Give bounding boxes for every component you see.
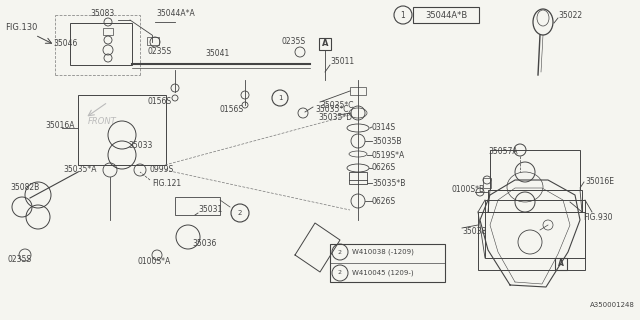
Text: 35083: 35083 (90, 9, 115, 18)
Bar (349, 172, 367, 184)
Text: W410038 (-1209): W410038 (-1209) (352, 249, 414, 255)
Text: 35041: 35041 (205, 50, 229, 59)
Bar (483, 178, 491, 188)
Text: 35057A: 35057A (488, 148, 518, 156)
Bar (490, 150, 580, 190)
Bar (70, 23, 132, 65)
Text: 35035*C: 35035*C (320, 100, 353, 109)
Text: 35038: 35038 (462, 228, 486, 236)
Text: W410045 (1209-): W410045 (1209-) (352, 270, 413, 276)
Bar (147, 37, 159, 45)
Text: FRONT: FRONT (88, 117, 116, 126)
Text: 1: 1 (401, 11, 405, 20)
Bar (478, 212, 585, 270)
Text: 0999S: 0999S (150, 165, 174, 174)
Bar (103, 28, 113, 35)
Bar (175, 197, 220, 215)
Text: A: A (322, 39, 328, 49)
Text: 35044A*A: 35044A*A (156, 10, 195, 19)
Text: 35035*B: 35035*B (372, 179, 405, 188)
Bar (488, 190, 582, 212)
Bar (319, 38, 331, 50)
Text: 0235S: 0235S (282, 37, 306, 46)
Text: 0626S: 0626S (372, 164, 396, 172)
Bar (413, 7, 479, 23)
Text: 35046: 35046 (53, 39, 77, 49)
Bar (485, 200, 585, 258)
Text: 2: 2 (238, 210, 242, 216)
Text: 0235S: 0235S (147, 47, 171, 57)
Text: FIG.121: FIG.121 (152, 179, 181, 188)
Bar (78, 95, 166, 165)
Text: 0100S*B: 0100S*B (452, 186, 485, 195)
Bar (555, 258, 567, 270)
Text: 0235S: 0235S (8, 255, 32, 265)
Text: 1: 1 (278, 95, 282, 101)
Text: 0626S: 0626S (372, 196, 396, 205)
Text: FIG.930: FIG.930 (583, 212, 612, 221)
Text: 35031: 35031 (198, 205, 222, 214)
Text: 35035*C: 35035*C (315, 106, 349, 115)
Bar (350, 87, 366, 95)
Text: 35036: 35036 (192, 239, 216, 249)
Text: 35022: 35022 (558, 11, 582, 20)
Text: 35016E: 35016E (585, 178, 614, 187)
Text: 0314S: 0314S (372, 123, 396, 132)
Text: 35035B: 35035B (372, 137, 401, 146)
Text: 2: 2 (338, 250, 342, 254)
Bar (330, 244, 445, 282)
Text: 35035*A: 35035*A (63, 165, 97, 174)
Text: 35044A*B: 35044A*B (425, 11, 467, 20)
Text: 0156S: 0156S (148, 98, 172, 107)
Text: 0100S*A: 0100S*A (138, 258, 172, 267)
Text: 35035*D: 35035*D (318, 114, 352, 123)
Text: 35033: 35033 (128, 140, 152, 149)
Text: 2: 2 (338, 270, 342, 276)
Text: FIG.130: FIG.130 (5, 22, 37, 31)
Text: A: A (558, 260, 564, 268)
Text: 35016A: 35016A (45, 121, 74, 130)
Text: 0156S: 0156S (220, 106, 244, 115)
Text: A350001248: A350001248 (590, 302, 635, 308)
Text: 0519S*A: 0519S*A (372, 150, 405, 159)
Text: 35011: 35011 (330, 58, 354, 67)
Text: 35082B: 35082B (10, 182, 39, 191)
